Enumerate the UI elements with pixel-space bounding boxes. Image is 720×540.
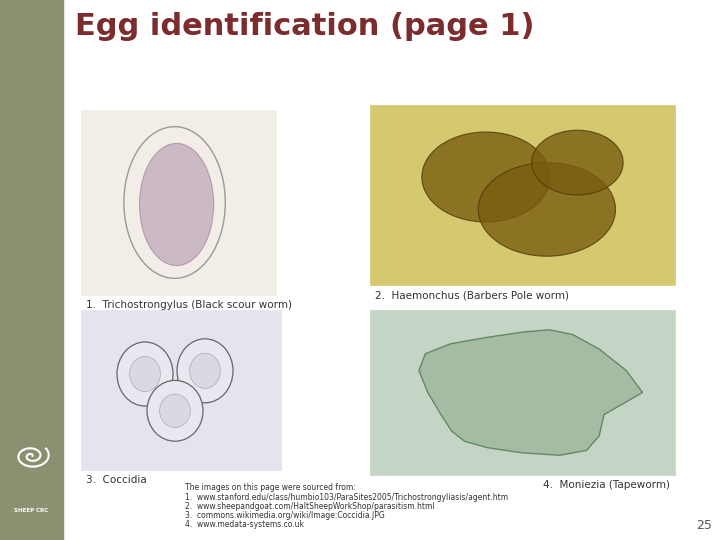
Ellipse shape <box>422 132 550 222</box>
Text: 4.  Moniezia (Tapeworm): 4. Moniezia (Tapeworm) <box>543 480 670 490</box>
Bar <box>370 105 675 285</box>
Text: 1.  www.stanford.edu/class/humbio103/ParaSites2005/Trichostrongyliasis/agent.htm: 1. www.stanford.edu/class/humbio103/Para… <box>185 493 508 502</box>
Text: 1.  Trichostrongylus (Black scour worm): 1. Trichostrongylus (Black scour worm) <box>86 300 292 310</box>
Ellipse shape <box>117 342 173 406</box>
Ellipse shape <box>130 356 161 392</box>
Ellipse shape <box>189 353 220 388</box>
Ellipse shape <box>478 163 616 256</box>
Bar <box>81 110 276 295</box>
Text: 25: 25 <box>696 519 712 532</box>
Text: SHEEP CRC: SHEEP CRC <box>14 508 49 512</box>
Text: 2.  Haemonchus (Barbers Pole worm): 2. Haemonchus (Barbers Pole worm) <box>375 290 569 300</box>
Text: The images on this page were sourced from:: The images on this page were sourced fro… <box>185 483 356 492</box>
Polygon shape <box>419 330 642 455</box>
Bar <box>0 0 63 540</box>
Text: 3.  commons.wikimedia.org/wiki/Image:Coccidia.JPG: 3. commons.wikimedia.org/wiki/Image:Cocc… <box>185 511 384 520</box>
Text: 2.  www.sheepandgoat.com/HaltSheepWorkShop/parasitism.html: 2. www.sheepandgoat.com/HaltSheepWorkSho… <box>185 502 435 511</box>
Ellipse shape <box>160 394 190 428</box>
Text: 3.  Coccidia: 3. Coccidia <box>86 475 147 485</box>
Ellipse shape <box>140 144 214 266</box>
Bar <box>370 310 675 475</box>
Ellipse shape <box>531 130 623 195</box>
Ellipse shape <box>147 380 203 441</box>
Text: Egg identification (page 1): Egg identification (page 1) <box>75 12 534 41</box>
Text: 4.  www.medata-systems.co.uk: 4. www.medata-systems.co.uk <box>185 520 304 529</box>
Bar <box>81 310 281 470</box>
Ellipse shape <box>177 339 233 403</box>
